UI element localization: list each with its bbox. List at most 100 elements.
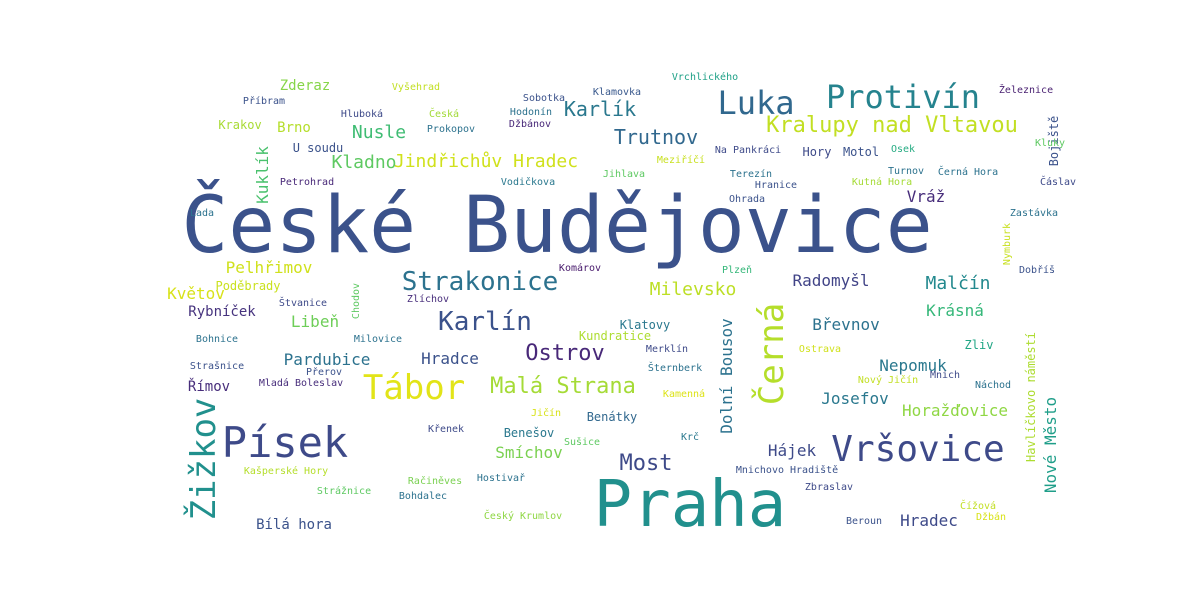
word-susice: Sušice — [563, 437, 601, 448]
word-hory: Hory — [802, 145, 832, 159]
word-kasperske-hory: Kašperské Hory — [243, 466, 329, 477]
word-vodickova: Vodičkova — [500, 177, 556, 188]
word-krenek: Křenek — [427, 424, 465, 435]
word-nusle: Nusle — [351, 122, 407, 143]
word-petrohrad: Petrohrad — [279, 177, 335, 188]
word-rybnicek: Rybníček — [188, 304, 256, 320]
word-novy-jicin: Nový Jičín — [857, 375, 919, 386]
word-caslav: Čáslav — [1039, 177, 1077, 188]
word-klatovy: Klatovy — [619, 318, 671, 332]
word-benesov: Benešov — [503, 426, 555, 440]
word-most: Most — [619, 451, 673, 476]
word-turnov: Turnov — [887, 166, 925, 177]
word-merklin: Merklín — [645, 344, 689, 355]
word-hradce: Hradce — [421, 349, 479, 368]
word-pisek: Písek — [221, 418, 349, 467]
word-prerov: Přerov — [305, 367, 343, 378]
word-straznice: Strážnice — [316, 486, 372, 497]
word-motol: Motol — [842, 145, 880, 159]
word-milovice: Milovice — [353, 334, 403, 345]
word-u-soudu: U soudu — [292, 141, 344, 155]
word-kundratice: Kundratice — [578, 329, 652, 343]
word-terezin: Terezín — [729, 169, 773, 180]
word-kvetov: Květov — [167, 284, 225, 303]
word-hostivar: Hostivař — [476, 473, 526, 484]
word-zlichov: Zlíchov — [406, 294, 450, 305]
word-benatky: Benátky — [586, 410, 638, 424]
word-kamenna: Kamenná — [662, 389, 706, 400]
word-kluky: Kluky — [1034, 138, 1066, 149]
word-vrchlickeho: Vrchlického — [671, 72, 739, 83]
word-pelhrimov: Pelhřimov — [225, 258, 313, 277]
word-praha: Praha — [593, 468, 787, 542]
word-plzen: Plzeň — [721, 265, 753, 276]
word-malcin: Malčín — [925, 273, 991, 294]
word-mala-strana: Malá Strana — [490, 374, 636, 399]
word-kutna-hora: Kutná Hora — [851, 177, 913, 188]
word-dzbanov: Džbánov — [508, 119, 552, 130]
word-hranice: Hranice — [754, 180, 798, 191]
word-pribram: Příbram — [242, 96, 286, 107]
word-mnich: Mnich — [929, 370, 961, 381]
word-vysehrad: Vyšehrad — [391, 82, 441, 93]
word-zderaz: Zderaz — [279, 78, 331, 94]
word-bila-hora: Bílá hora — [256, 517, 332, 533]
word-chodov: Chodov — [351, 282, 362, 320]
word-rimov: Římov — [187, 379, 231, 395]
word-tabor: Tábor — [362, 368, 466, 408]
word-mezirici: Meziříčí — [656, 155, 706, 166]
word-ohrada: Ohrada — [728, 194, 766, 205]
word-hajek: Hájek — [767, 441, 817, 460]
word-krc: Krč — [680, 432, 700, 443]
word-krasna: Krásná — [926, 301, 984, 320]
word-dzban: Džbán — [975, 512, 1007, 523]
word-cesky-krumlov: Český Krumlov — [483, 511, 563, 522]
word-ostrov: Ostrov — [525, 341, 605, 366]
word-hluboka: Hluboká — [340, 109, 384, 120]
word-strakonice: Strakonice — [401, 267, 559, 297]
word-nymburk: Nymburk — [1002, 222, 1013, 266]
word-horazdovice: Horažďovice — [902, 401, 1008, 420]
word-zeleznice: Železnice — [998, 85, 1054, 96]
word-protivin: Protivín — [825, 78, 981, 116]
word-trutnov: Trutnov — [613, 125, 699, 149]
word-zbraslav: Zbraslav — [804, 482, 854, 493]
word-klamovka: Klamovka — [592, 87, 642, 98]
word-sobotka: Sobotka — [522, 93, 566, 104]
word-dolni-bousov: Dolní Bousov — [717, 318, 736, 434]
word-kladno: Kladno — [331, 152, 397, 173]
word-zastavka: Zastávka — [1009, 208, 1059, 219]
word-beroun: Beroun — [845, 516, 883, 527]
word-havlickovo-namesti: Havlíčkovo náměstí — [1024, 331, 1038, 463]
word-bohnice: Bohnice — [195, 334, 239, 345]
word-mlada-boleslav: Mladá Boleslav — [258, 378, 344, 389]
word-karlik: Karlík — [563, 97, 637, 121]
word-brevnov: Břevnov — [812, 315, 880, 334]
word-prokopov: Prokopov — [426, 124, 476, 135]
word-zizkov: Žižkov — [184, 397, 224, 521]
word-jihlava: Jihlava — [602, 169, 646, 180]
word-luka: Luka — [717, 84, 795, 122]
word-nepomuk: Nepomuk — [879, 356, 947, 375]
word-sternberk: Šternberk — [647, 363, 703, 374]
word-ceska: Česká — [428, 109, 460, 120]
word-osek: Osek — [890, 144, 916, 155]
word-mnichovo-hradiste: Mnichovo Hradiště — [735, 465, 839, 476]
word-racineves: Račiněves — [407, 476, 463, 487]
word-cerna: Černá — [752, 302, 792, 406]
word-pardubice: Pardubice — [283, 350, 371, 369]
word-josefov: Josefov — [821, 389, 889, 408]
word-cizova: Čížová — [959, 501, 997, 512]
word-bohdalec: Bohdalec — [398, 491, 448, 502]
word-milevsko: Milevsko — [649, 279, 737, 300]
word-smichov: Smíchov — [495, 443, 563, 462]
word-na-pankraci: Na Pankráci — [714, 145, 782, 156]
word-stvanice: Štvanice — [278, 298, 328, 309]
word-kralupy-nad-vltavou: Kralupy nad Vltavou — [766, 113, 1018, 138]
word-komarov: Komárov — [558, 263, 602, 274]
word-hradec: Hradec — [900, 511, 958, 530]
word-brno: Brno — [277, 120, 311, 136]
word-lada: Lada — [189, 208, 215, 219]
word-jindrichuv-hradec: Jindřichův Hradec — [393, 151, 579, 172]
